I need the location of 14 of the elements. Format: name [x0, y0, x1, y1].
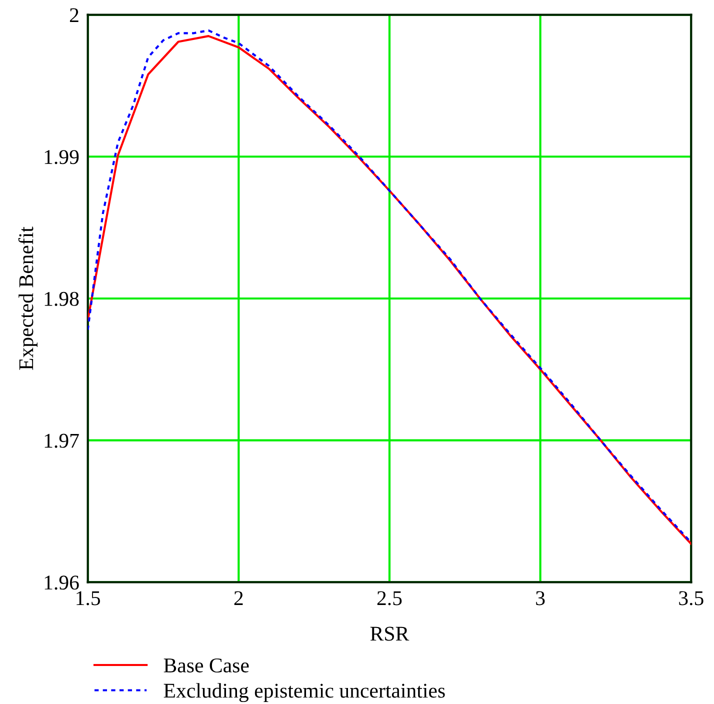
y-tick-label: 1.98: [44, 292, 79, 306]
y-tick-label: 2: [70, 8, 78, 22]
x-tick-label: 2.5: [377, 591, 402, 606]
legend-label: Base Case: [164, 658, 249, 672]
y-tick-label: 1.99: [44, 150, 79, 164]
y-axis-title: Expected Benefit: [18, 226, 38, 370]
x-tick-label: 3.5: [679, 591, 704, 606]
x-tick-label: 1.5: [76, 591, 100, 606]
y-tick-label: 1.96: [44, 576, 79, 590]
y-tick-label: 1.97: [44, 434, 79, 448]
x-tick-label: 3: [536, 591, 545, 606]
x-tick-label: 2: [234, 591, 243, 605]
x-axis-title: RSR: [370, 626, 410, 641]
legend-label: Excluding epistemic uncertainties: [164, 683, 445, 702]
